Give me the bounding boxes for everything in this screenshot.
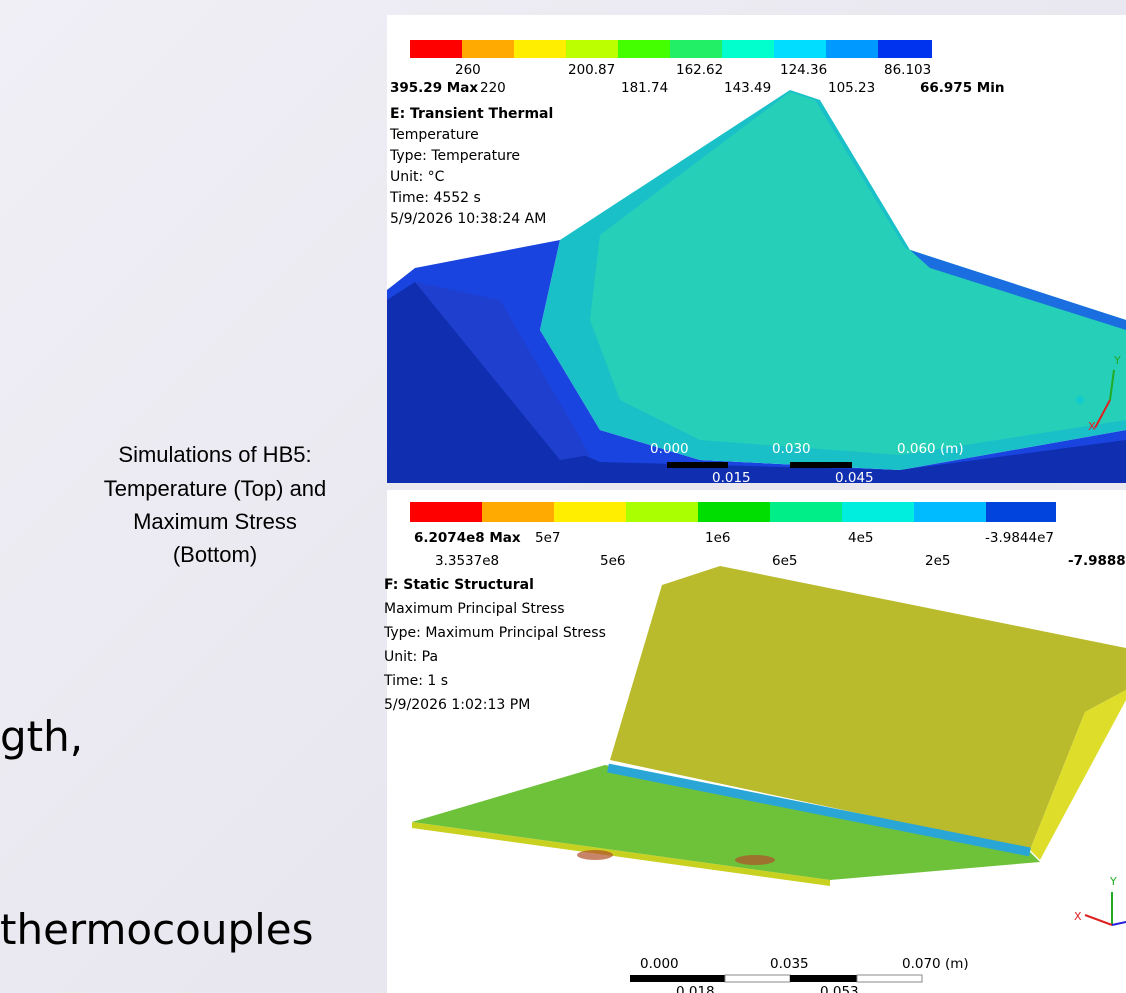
scale-bar	[790, 462, 852, 468]
legend-swatch	[410, 502, 482, 522]
legend-label: 162.62	[676, 62, 723, 78]
legend-label: 6.2074e8 Max	[414, 530, 521, 546]
legend-label: 2e5	[925, 553, 950, 569]
caption-line: Simulations of HB5:	[50, 442, 380, 468]
legend-swatch	[482, 502, 554, 522]
info-line: F: Static Structural	[384, 577, 534, 593]
legend-label: 395.29 Max	[390, 80, 478, 96]
legend-swatch	[626, 502, 698, 522]
caption-line: (Bottom)	[50, 542, 380, 568]
hot-spot	[577, 850, 613, 860]
triad-ball	[1076, 396, 1084, 404]
info-line: 5/9/2026 10:38:24 AM	[390, 211, 546, 227]
scale-label: 0.060 (m)	[897, 441, 964, 457]
legend-label: 124.36	[780, 62, 827, 78]
legend-label: 5e6	[600, 553, 625, 569]
scale-label: 0.000	[650, 441, 689, 457]
scale-label: 0.015	[712, 470, 751, 486]
caption-line: Maximum Stress	[50, 509, 380, 535]
scale-bar	[667, 462, 728, 468]
legend-swatch	[986, 502, 1056, 522]
legend-label: 200.87	[568, 62, 615, 78]
legend-swatch	[618, 40, 670, 58]
legend-swatch	[770, 502, 842, 522]
legend-label: 220	[480, 80, 506, 96]
legend-swatch	[410, 40, 462, 58]
legend-label: 66.975 Min	[920, 80, 1004, 96]
legend-label: 3.3537e8	[435, 553, 499, 569]
triad-label: X	[1088, 420, 1096, 433]
scale-label: 0.030	[772, 441, 811, 457]
legend-swatch	[698, 502, 770, 522]
legend-swatch	[566, 40, 618, 58]
slide: Simulations of HB5: Temperature (Top) an…	[0, 0, 1126, 993]
triad-label: X	[1074, 910, 1082, 923]
scale-label: 0.018	[676, 984, 715, 993]
caption-line: Temperature (Top) and	[50, 476, 380, 502]
legend-swatch	[842, 502, 914, 522]
scale-label: 0.000	[640, 956, 679, 972]
legend-swatch	[462, 40, 514, 58]
legend-swatch	[878, 40, 932, 58]
body-text: gth,	[0, 712, 83, 761]
legend-swatch	[826, 40, 878, 58]
legend-label: 86.103	[884, 62, 931, 78]
scale-bar	[857, 975, 922, 982]
info-line: Type: Maximum Principal Stress	[384, 625, 606, 641]
legend-label: 6e5	[772, 553, 797, 569]
legend-label: 4e5	[848, 530, 873, 546]
info-line: E: Transient Thermal	[390, 106, 553, 122]
info-line: Time: 1 s	[384, 673, 448, 689]
legend-swatch	[514, 40, 566, 58]
legend-label: 1e6	[705, 530, 730, 546]
legend-label: -7.9888	[1068, 553, 1126, 569]
info-line: 5/9/2026 1:02:13 PM	[384, 697, 530, 713]
scale-label: 0.045	[835, 470, 874, 486]
legend-swatch	[914, 502, 986, 522]
scale-label: 0.053	[820, 984, 859, 993]
legend-label: 5e7	[535, 530, 560, 546]
triad-label: Y	[1114, 354, 1121, 367]
legend-label: 143.49	[724, 80, 771, 96]
legend-swatch	[554, 502, 626, 522]
scale-bar	[630, 975, 725, 982]
scale-bar	[790, 975, 857, 982]
info-line: Temperature	[390, 127, 479, 143]
triad-label: Y	[1110, 875, 1117, 888]
hot-spot	[735, 855, 775, 865]
info-line: Unit: °C	[390, 169, 444, 185]
body-text: thermocouples	[0, 905, 314, 954]
info-line: Unit: Pa	[384, 649, 438, 665]
scale-label: 0.035	[770, 956, 809, 972]
legend-label: 105.23	[828, 80, 875, 96]
legend-swatch	[670, 40, 722, 58]
scale-bar	[725, 975, 790, 982]
info-line: Type: Temperature	[390, 148, 520, 164]
info-line: Time: 4552 s	[390, 190, 481, 206]
legend-label: -3.9844e7	[985, 530, 1054, 546]
info-line: Maximum Principal Stress	[384, 601, 565, 617]
legend-swatch	[774, 40, 826, 58]
legend-label: 181.74	[621, 80, 668, 96]
legend-label: 260	[455, 62, 481, 78]
legend-swatch	[722, 40, 774, 58]
scale-label: 0.070 (m)	[902, 956, 969, 972]
